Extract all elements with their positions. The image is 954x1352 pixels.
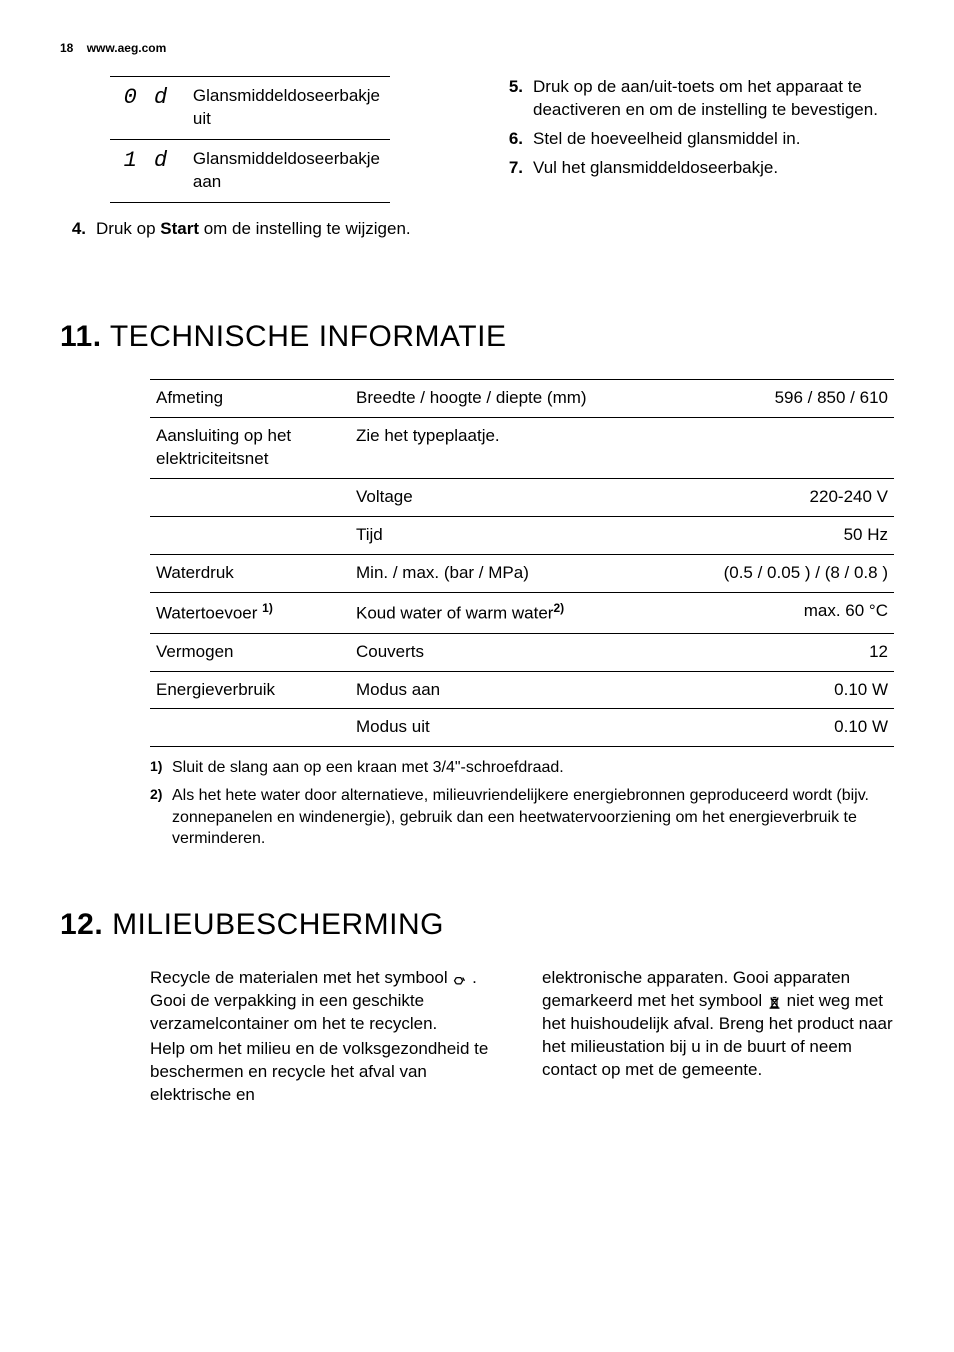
- spec-row: Modus uit0.10 W: [150, 709, 894, 747]
- item-text: Druk op de aan/uit-toets om het apparaat…: [533, 76, 894, 122]
- section-name: TECHNISCHE INFORMATIE: [110, 320, 507, 353]
- footnote-number: 2): [150, 785, 172, 850]
- spec-label: Energieverbruik: [150, 671, 350, 709]
- page-number: 18: [60, 41, 73, 55]
- item-text: Vul het glansmiddeldoseerbakje.: [533, 157, 894, 180]
- spec-desc: Breedte / hoogte / diepte (mm): [350, 380, 665, 418]
- footnote-number: 1): [150, 757, 172, 779]
- spec-row: EnergieverbruikModus aan0.10 W: [150, 671, 894, 709]
- symbol-desc: Glansmiddeldoseerbakje uit: [183, 77, 390, 140]
- spec-desc: Voltage: [350, 479, 665, 517]
- spec-value: 0.10 W: [665, 709, 894, 747]
- list-item: 5. Druk op de aan/uit-toets om het appar…: [497, 76, 894, 122]
- spec-desc: Couverts: [350, 633, 665, 671]
- symbol-row: 1 d Glansmiddeldoseerbakje aan: [110, 140, 390, 203]
- spec-row: AfmetingBreedte / hoogte / diepte (mm)59…: [150, 380, 894, 418]
- spec-label: Waterdruk: [150, 555, 350, 593]
- spec-label: Aansluiting op het elektriciteitsnet: [150, 418, 350, 479]
- list-item: 6. Stel de hoeveelheid glansmiddel in.: [497, 128, 894, 151]
- top-two-columns: 0 d Glansmiddeldoseerbakje uit 1 d Glans…: [60, 76, 894, 247]
- symbol-cell: 1 d: [110, 140, 183, 203]
- waste-paragraph: elektronische apparaten. Gooi apparaten …: [542, 967, 894, 1082]
- header-url: www.aeg.com: [87, 41, 167, 55]
- footnote: 1) Sluit de slang aan op een kraan met 3…: [150, 757, 894, 779]
- spec-label: [150, 517, 350, 555]
- list-item: 7. Vul het glansmiddeldoseerbakje.: [497, 157, 894, 180]
- spec-label: Watertoevoer 1): [150, 593, 350, 634]
- spec-value: [665, 418, 894, 479]
- spec-value: 0.10 W: [665, 671, 894, 709]
- list-item: 4. Druk op Start om de instelling te wij…: [60, 218, 457, 241]
- item-text: Stel de hoeveelheid glansmiddel in.: [533, 128, 894, 151]
- symbol-desc: Glansmiddeldoseerbakje aan: [183, 140, 390, 203]
- symbol-table: 0 d Glansmiddeldoseerbakje uit 1 d Glans…: [110, 76, 390, 203]
- spec-row: Voltage220-240 V: [150, 479, 894, 517]
- spec-desc: Modus uit: [350, 709, 665, 747]
- item-text: Druk op Start om de instelling te wijzig…: [96, 218, 457, 241]
- spec-desc: Modus aan: [350, 671, 665, 709]
- item-number: 5.: [497, 76, 523, 122]
- spec-row: VermogenCouverts12: [150, 633, 894, 671]
- spec-label: [150, 479, 350, 517]
- item-number: 4.: [60, 218, 86, 241]
- section-12-title: 12. MILIEUBESCHERMING: [60, 905, 894, 946]
- technical-spec-table: AfmetingBreedte / hoogte / diepte (mm)59…: [150, 379, 894, 747]
- recycle-icon: [452, 971, 467, 986]
- section-name: MILIEUBESCHERMING: [112, 908, 444, 941]
- spec-label: Vermogen: [150, 633, 350, 671]
- section-number: 11.: [60, 320, 102, 353]
- recycle-paragraph: Recycle de materialen met het symbool . …: [150, 967, 502, 1036]
- spec-desc: Zie het typeplaatje.: [350, 418, 665, 479]
- section-number: 12.: [60, 908, 103, 941]
- section-12-body: Recycle de materialen met het symbool . …: [150, 967, 894, 1109]
- top-left-column: 0 d Glansmiddeldoseerbakje uit 1 d Glans…: [60, 76, 457, 247]
- spec-desc: Min. / max. (bar / MPa): [350, 555, 665, 593]
- weee-bin-icon: [767, 994, 782, 1009]
- symbol-row: 0 d Glansmiddeldoseerbakje uit: [110, 77, 390, 140]
- spec-value: 596 / 850 / 610: [665, 380, 894, 418]
- spec-value: (0.5 / 0.05 ) / (8 / 0.8 ): [665, 555, 894, 593]
- symbol-cell: 0 d: [110, 77, 183, 140]
- body-right-column: elektronische apparaten. Gooi apparaten …: [542, 967, 894, 1109]
- spec-desc: Koud water of warm water2): [350, 593, 665, 634]
- footnotes: 1) Sluit de slang aan op een kraan met 3…: [150, 757, 894, 849]
- spec-value: max. 60 °C: [665, 593, 894, 634]
- left-numbered-list: 4. Druk op Start om de instelling te wij…: [60, 218, 457, 241]
- spec-value: 220-240 V: [665, 479, 894, 517]
- footnote-text: Als het hete water door alternatieve, mi…: [172, 785, 894, 850]
- spec-row: WaterdrukMin. / max. (bar / MPa)(0.5 / 0…: [150, 555, 894, 593]
- spec-value: 12: [665, 633, 894, 671]
- page-header: 18 www.aeg.com: [60, 40, 894, 56]
- spec-row: Watertoevoer 1)Koud water of warm water2…: [150, 593, 894, 634]
- item-number: 6.: [497, 128, 523, 151]
- spec-desc: Tijd: [350, 517, 665, 555]
- footnote: 2) Als het hete water door alternatieve,…: [150, 785, 894, 850]
- spec-row: Tijd50 Hz: [150, 517, 894, 555]
- footnote-text: Sluit de slang aan op een kraan met 3/4"…: [172, 757, 894, 779]
- top-right-column: 5. Druk op de aan/uit-toets om het appar…: [497, 76, 894, 247]
- spec-value: 50 Hz: [665, 517, 894, 555]
- help-paragraph: Help om het milieu en de volksgezondheid…: [150, 1038, 502, 1107]
- spec-label: [150, 709, 350, 747]
- spec-label: Afmeting: [150, 380, 350, 418]
- body-left-column: Recycle de materialen met het symbool . …: [150, 967, 502, 1109]
- item-number: 7.: [497, 157, 523, 180]
- section-11-title: 11. TECHNISCHE INFORMATIE: [60, 317, 894, 358]
- spec-row: Aansluiting op het elektriciteitsnetZie …: [150, 418, 894, 479]
